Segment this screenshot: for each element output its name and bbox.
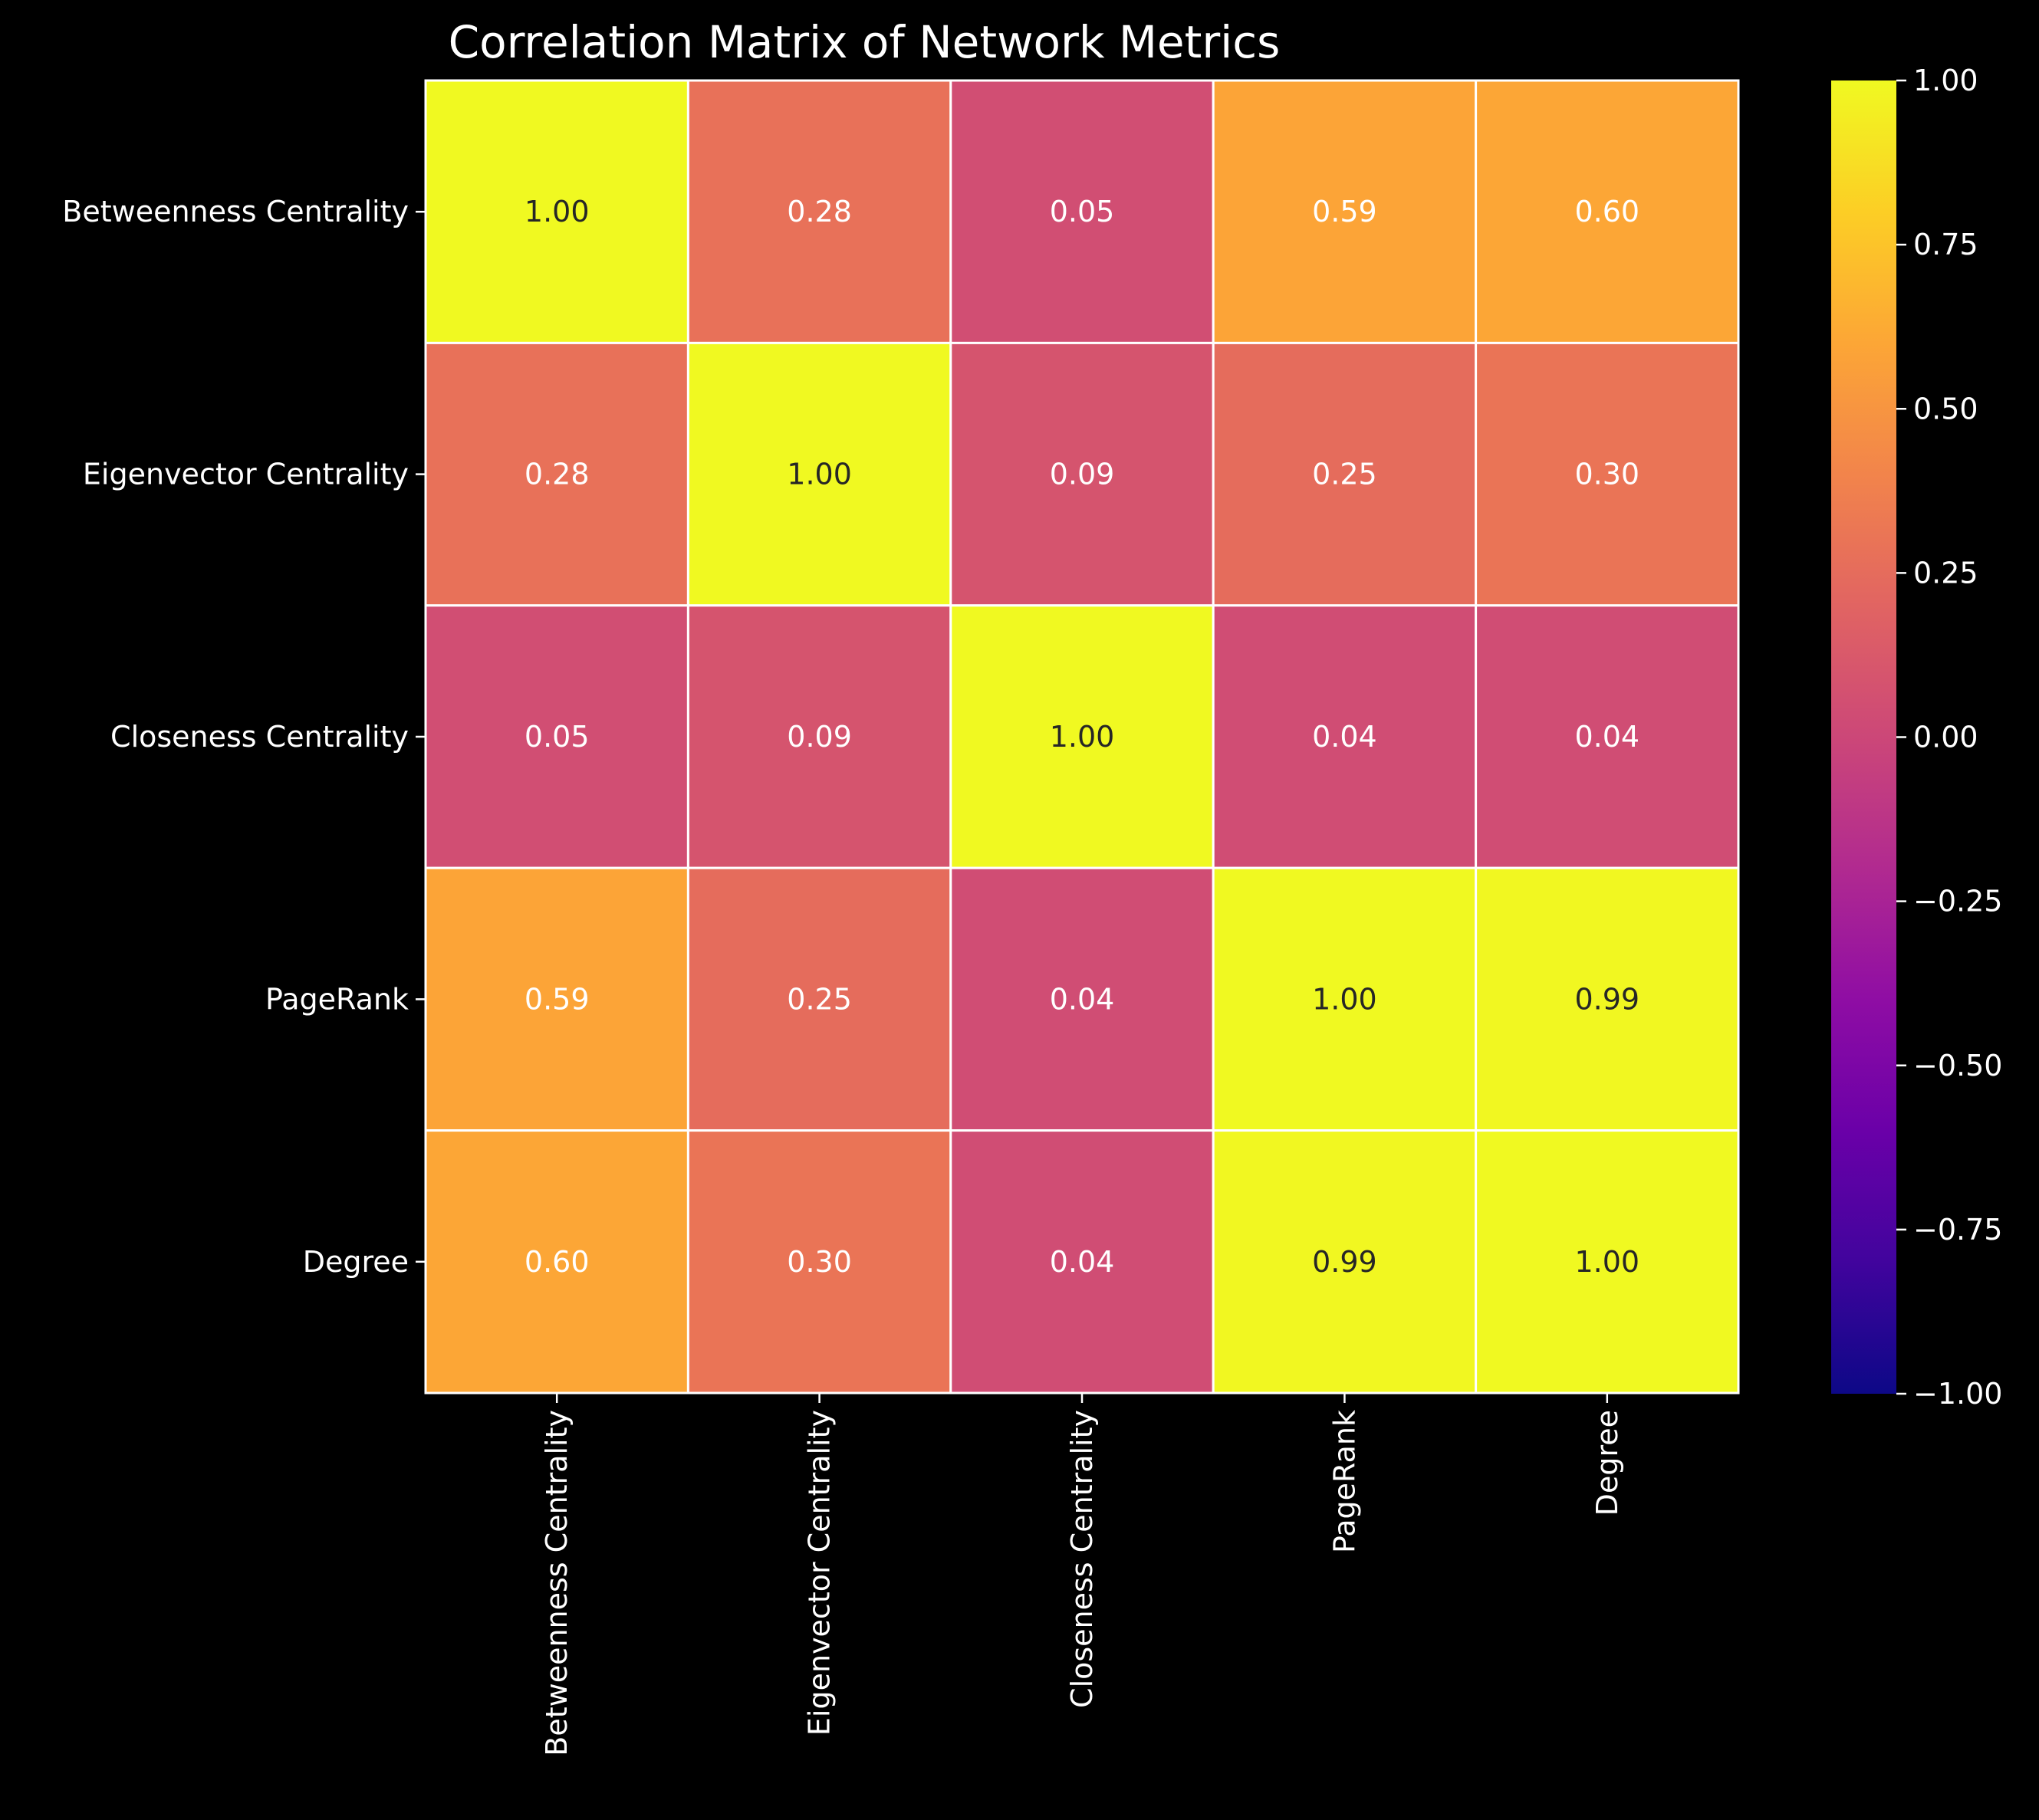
cell-value: 0.04 [1312,720,1377,754]
heatmap-cell [1212,1129,1478,1395]
heatmap-cell [1212,79,1478,344]
heatmap-cell [949,341,1215,607]
heatmap-cell [686,341,952,607]
cell-value: 0.30 [787,1245,852,1279]
colorbar-tick-label: −0.25 [1913,885,2002,918]
cell-value: 1.00 [1312,982,1377,1016]
x-tick-label: Eigenvector Centrality [803,1410,837,1736]
cell-value: 0.60 [525,1245,590,1279]
y-tick-label: Betweenness Centrality [62,195,409,228]
heatmap-cell [686,866,952,1132]
cell-value: 0.28 [525,458,590,491]
cell-value: 0.99 [1574,982,1639,1016]
cell-value: 1.00 [787,458,852,491]
heatmap-cell [1212,866,1478,1132]
colorbar-tick-label: 0.00 [1913,721,1978,754]
colorbar: 1.00 0.75 0.50 0.25 0.00 −0.25 −0.50 −0.75 −1.00 [1831,64,2002,1411]
y-tick-label: Eigenvector Centrality [83,458,409,491]
cell-value: 0.59 [1312,195,1377,228]
cell-value: 0.05 [525,720,590,754]
cell-annotations: 1.00 0.28 0.05 0.59 0.60 0.28 1.00 0.09 0.25 0.30… [525,195,1639,1279]
chart-title: Correlation Matrix of Network Metrics [449,16,1281,68]
heatmap-cell [949,866,1215,1132]
colorbar-tick-label: 1.00 [1913,64,1978,97]
y-tick-label: Closeness Centrality [110,720,409,754]
x-axis: Betweenness Centrality Eigenvector Centra… [540,1393,1624,1756]
heatmap-cell [1212,341,1478,607]
cell-value: 1.00 [525,195,590,228]
heatmap-cell [949,79,1215,344]
heatmap-cell [686,1129,952,1395]
colorbar-tick-label: −0.50 [1913,1049,2002,1082]
x-tick-label: Degree [1590,1410,1624,1516]
cell-value: 0.30 [1574,458,1639,491]
x-tick-label: Betweenness Centrality [540,1410,574,1756]
cell-value: 0.09 [787,720,852,754]
heatmap-cell [1475,866,1740,1132]
y-tick-label: PageRank [265,982,409,1016]
colorbar-tick-label: 0.75 [1913,228,1978,261]
x-tick-label: Closeness Centrality [1065,1410,1099,1708]
cell-value: 0.04 [1050,1245,1115,1279]
colorbar-tick-label: 0.50 [1913,392,1978,425]
cell-value: 0.25 [1312,458,1377,491]
cell-value: 0.28 [787,195,852,228]
heatmap-cell [949,604,1215,869]
colorbar-tick-label: 0.25 [1913,556,1978,590]
heatmap-cells [424,79,1740,1395]
colorbar-gradient [1831,80,1896,1394]
heatmap-cell [686,604,952,869]
heatmap-cell [1212,604,1478,869]
cell-value: 0.04 [1050,982,1115,1016]
cell-value: 1.00 [1574,1245,1639,1279]
heatmap-cell [424,79,689,344]
heatmap-cell [1475,1129,1740,1395]
cell-value: 0.04 [1574,720,1639,754]
heatmap-cell [424,1129,689,1395]
cell-value: 0.60 [1574,195,1639,228]
heatmap-cell [1475,604,1740,869]
colorbar-tick-label: −0.75 [1913,1213,2002,1247]
heatmap-cell [949,1129,1215,1395]
cell-value: 0.05 [1050,195,1115,228]
heatmap-cell [1475,341,1740,607]
x-tick-label: PageRank [1327,1410,1361,1553]
cell-value: 0.09 [1050,458,1115,491]
colorbar-tick-label: −1.00 [1913,1377,2002,1411]
cell-value: 0.25 [787,982,852,1016]
cell-value: 1.00 [1050,720,1115,754]
y-axis: Betweenness Centrality Eigenvector Centra… [62,195,426,1279]
heatmap-cell [424,866,689,1132]
colorbar-ticks: 1.00 0.75 0.50 0.25 0.00 −0.25 −0.50 −0.75 −1.00 [1896,64,2002,1411]
cell-value: 0.59 [525,982,590,1016]
heatmap-cell [686,79,952,344]
y-tick-label: Degree [303,1245,409,1279]
cell-value: 0.99 [1312,1245,1377,1279]
